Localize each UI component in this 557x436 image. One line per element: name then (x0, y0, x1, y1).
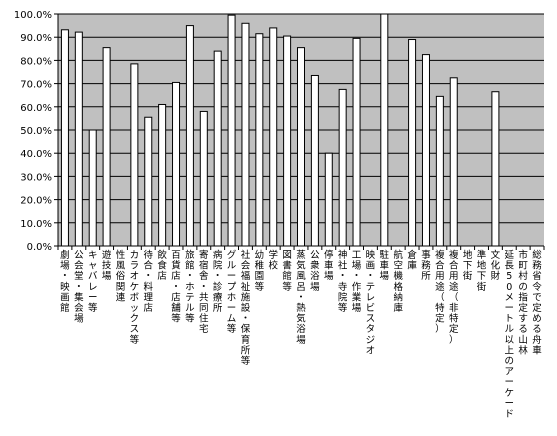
bar (380, 13, 389, 247)
bar (130, 63, 139, 247)
category-label: 遊技場 (102, 249, 112, 282)
bar (338, 88, 347, 247)
category-label: 複合用途（非特定） (449, 249, 459, 346)
category-label: 準地下街 (477, 249, 487, 293)
bar (269, 27, 278, 247)
category-label: 文化財 (491, 249, 501, 282)
bar (158, 103, 167, 247)
bar (283, 35, 292, 247)
category-label: 性風俗関連 (116, 249, 126, 303)
bar (60, 29, 69, 247)
y-tick-labels: 0.0% 10.0% 20.0% 30.0% 40.0% 50.0% 60.0% 70.0% 8… (14, 10, 52, 253)
category-label: 社会福祉施設・保育所等 (241, 249, 251, 367)
category-label: 病院・診療所 (213, 249, 223, 314)
y-tick-label: 70.0% (20, 80, 52, 91)
y-tick-label: 0.0% (27, 242, 52, 253)
bars (60, 13, 500, 247)
bar (324, 152, 333, 247)
category-label: 旅館・ホテル等 (185, 249, 195, 325)
category-label: 停車場 (324, 249, 334, 282)
category-label: 劇場・映画館 (60, 249, 70, 314)
category-label: 事務所 (421, 249, 431, 282)
category-label: 百貨店・店舗等 (171, 250, 181, 325)
bar (449, 77, 458, 247)
category-label: 複合用途（特定） (435, 249, 445, 335)
bar (172, 81, 181, 247)
category-labels: 劇場・映画館公会堂・集会場キャバレー等遊技場性風俗関連カラオケボックス等待合・料… (60, 249, 542, 420)
bar (352, 37, 361, 247)
bar (491, 91, 500, 247)
bar (297, 47, 305, 247)
category-label: 待合・料理店 (144, 249, 154, 314)
y-tick-label: 80.0% (20, 56, 52, 67)
category-label: 市町村の指定する山林 (518, 249, 528, 356)
bar (144, 116, 153, 247)
category-label: 寄宿舎・共同住宅 (199, 249, 209, 335)
bar (185, 25, 194, 247)
category-label: 幼稚園等 (255, 249, 265, 293)
bar (255, 33, 264, 247)
category-label: 蒸気風呂・熱気浴場 (296, 249, 306, 346)
bar (102, 47, 111, 247)
bar (435, 95, 444, 247)
category-label: グループホーム等 (227, 249, 237, 335)
category-label: 地下街 (463, 249, 473, 282)
category-label: 延長 5 0 メートル以上のアーケード (505, 249, 515, 420)
y-tick-label: 30.0% (20, 172, 52, 183)
bar (213, 50, 222, 247)
category-label: 公衆浴場 (310, 250, 320, 293)
bar (241, 22, 250, 247)
bar (199, 110, 208, 247)
y-tick-label: 90.0% (20, 33, 52, 44)
y-tick-label: 20.0% (20, 196, 52, 207)
category-label: 学校 (268, 249, 278, 272)
category-label: 総務省令で定める舟車 (532, 249, 542, 356)
bar (421, 54, 430, 247)
bar (88, 129, 97, 247)
y-tick-label: 50.0% (20, 126, 52, 137)
category-label: 映画・テレビスタジオ (366, 249, 376, 356)
bar (227, 14, 236, 247)
bar (74, 31, 83, 247)
y-tick-label: 40.0% (20, 149, 52, 160)
category-label: カラオケボックス等 (130, 250, 140, 346)
category-label: 図書館等 (282, 250, 292, 293)
category-label: 駐車場 (380, 249, 390, 282)
category-label: 飲食店 (157, 249, 167, 282)
y-tick-label: 100.0% (14, 10, 52, 21)
category-label: 倉庫 (407, 249, 417, 272)
category-label: 航空機格納庫 (393, 249, 403, 314)
bar (310, 74, 319, 247)
category-label: キャバレー等 (88, 250, 98, 314)
category-label: 神社・寺院等 (338, 249, 348, 314)
category-label: 公会堂・集会場 (74, 250, 84, 325)
y-tick-label: 60.0% (20, 103, 52, 114)
category-label: 工場・作業場 (352, 250, 362, 314)
bar (408, 39, 417, 247)
y-tick-label: 10.0% (20, 219, 52, 230)
